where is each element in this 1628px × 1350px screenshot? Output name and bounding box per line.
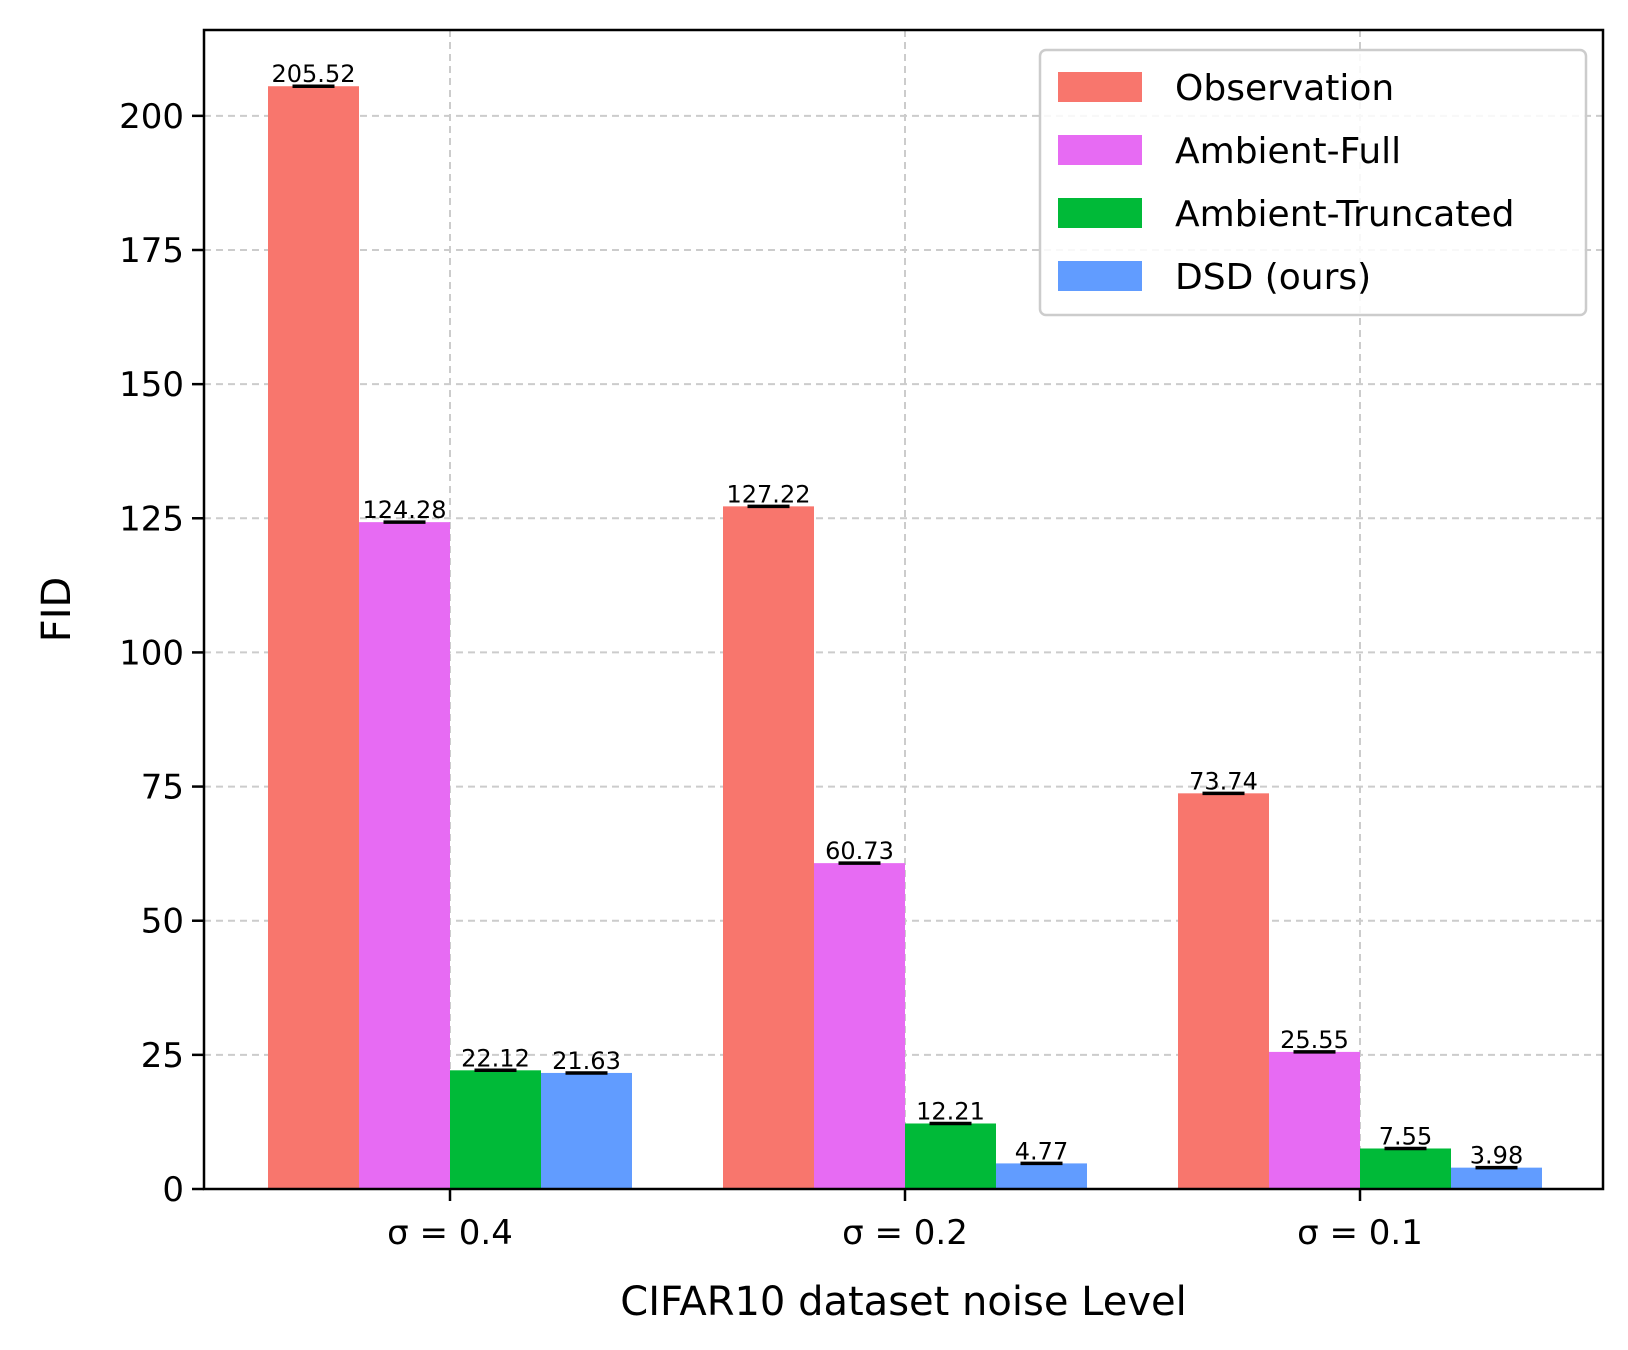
bar-value-label: 73.74: [1189, 767, 1258, 795]
bar: [268, 86, 359, 1190]
y-tick-label: 50: [141, 902, 184, 942]
bar: [450, 1070, 541, 1189]
y-tick-label: 25: [141, 1036, 184, 1076]
legend: Observation Ambient-Full Ambient-Truncated…: [1038, 48, 1588, 317]
bar-value-label: 3.98: [1470, 1142, 1523, 1170]
y-tick-label: 200: [119, 97, 184, 137]
x-tick-label: σ = 0.2: [842, 1213, 968, 1253]
legend-swatch: [1058, 198, 1142, 228]
axis-ticks: 0 25 50 75 100 125 150 175 200 σ = 0.4 σ = 0.2 σ = …: [119, 97, 1423, 1253]
bar: [1178, 793, 1269, 1189]
value-labels: 205.52 127.22 73.74 124.28 60.73 25.55 22.12 12…: [272, 60, 1524, 1169]
bar: [1269, 1051, 1360, 1189]
bar-value-label: 127.22: [727, 480, 811, 508]
bar-value-label: 4.77: [1015, 1137, 1068, 1165]
error-bars: [292, 84, 1518, 1170]
legend-swatch: [1058, 135, 1142, 165]
bar-value-label: 7.55: [1379, 1122, 1432, 1150]
y-tick-label: 175: [119, 231, 184, 271]
legend-label: Observation: [1175, 68, 1394, 109]
y-tick-label: 150: [119, 365, 184, 405]
y-tick-label: 100: [119, 633, 184, 673]
x-axis-title: CIFAR10 dataset noise Level: [620, 1279, 1186, 1325]
bar-value-label: 25.55: [1280, 1026, 1349, 1054]
plot-area-frame: [202, 28, 1605, 1191]
x-tick-label: σ = 0.4: [387, 1213, 513, 1253]
bar: [996, 1163, 1087, 1189]
y-tick-label: 125: [119, 499, 184, 539]
legend-swatch: [1058, 261, 1142, 291]
y-tick-label: 0: [162, 1170, 184, 1210]
y-tick-label: 75: [141, 768, 184, 808]
bar: [814, 863, 905, 1189]
bar-value-label: 21.63: [552, 1047, 621, 1075]
y-axis-title: FID: [34, 577, 80, 643]
bar-value-label: 22.12: [461, 1044, 530, 1072]
legend-swatch: [1058, 72, 1142, 102]
bar: [1360, 1148, 1451, 1189]
bar-value-label: 60.73: [825, 837, 894, 865]
bar: [723, 506, 814, 1189]
legend-label: Ambient-Truncated: [1175, 194, 1514, 235]
legend-box: [1038, 48, 1588, 317]
legend-label: Ambient-Full: [1175, 131, 1401, 172]
x-tick-label: σ = 0.1: [1297, 1213, 1423, 1253]
bar: [541, 1072, 632, 1189]
legend-label: DSD (ours): [1175, 257, 1371, 298]
bars: [268, 86, 1542, 1190]
bar: [1451, 1167, 1542, 1189]
bar-value-label: 124.28: [363, 496, 447, 524]
bar-value-label: 205.52: [272, 60, 356, 88]
bar: [359, 522, 450, 1189]
bar: [905, 1123, 996, 1189]
bar-value-label: 12.21: [916, 1097, 985, 1125]
